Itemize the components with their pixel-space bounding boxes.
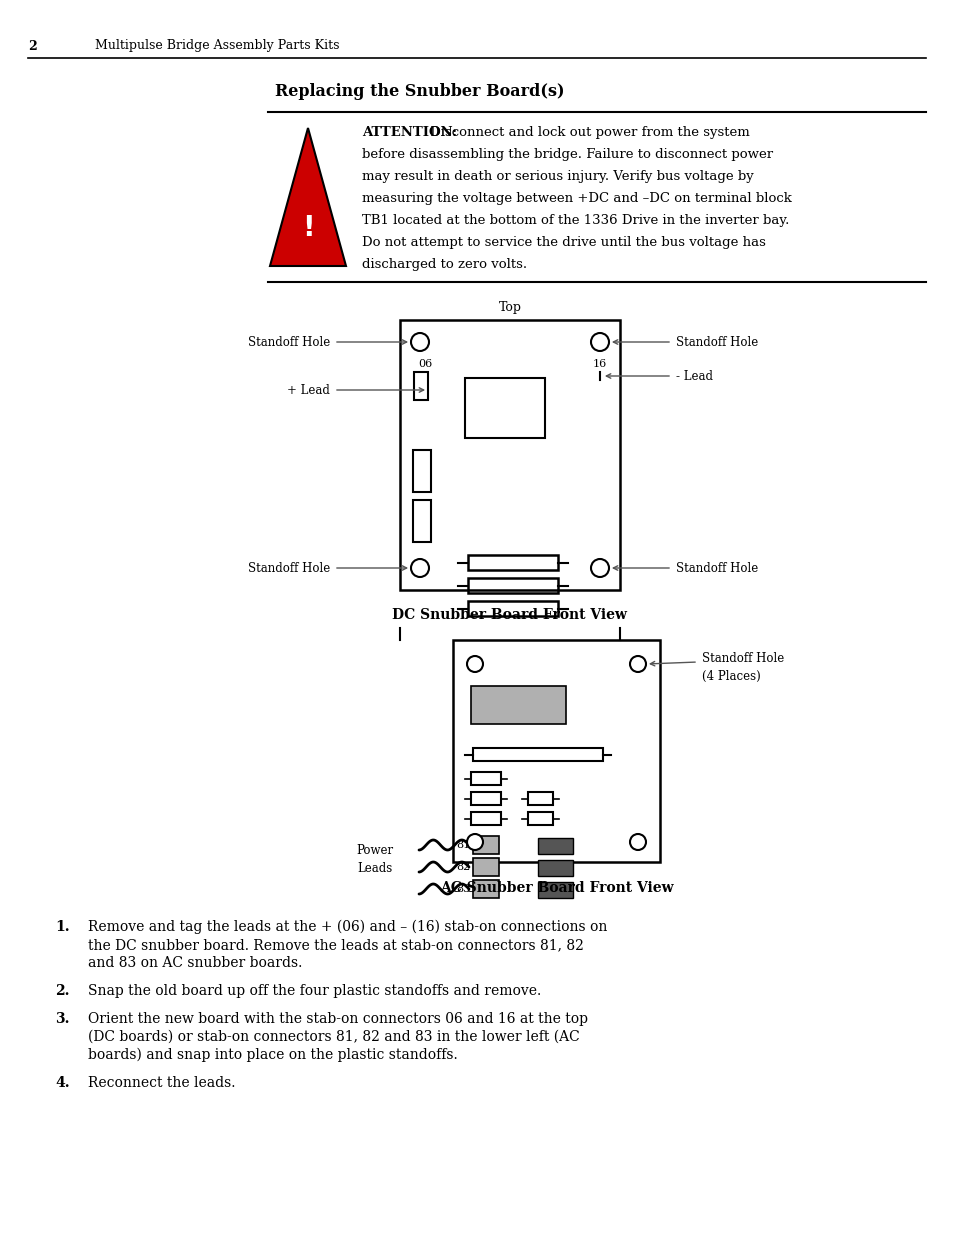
Text: Standoff Hole: Standoff Hole — [676, 336, 758, 348]
Bar — [468, 601, 558, 616]
Text: boards) and snap into place on the plastic standoffs.: boards) and snap into place on the plast… — [88, 1049, 457, 1062]
Text: discharged to zero volts.: discharged to zero volts. — [361, 258, 527, 270]
Text: 06: 06 — [417, 359, 432, 369]
Text: - Lead: - Lead — [676, 369, 712, 383]
Text: Disconnect and lock out power from the system: Disconnect and lock out power from the s… — [426, 126, 749, 140]
Text: Leads: Leads — [357, 862, 393, 874]
Circle shape — [411, 559, 429, 577]
Bar — [527, 811, 553, 825]
Text: + Lead: + Lead — [287, 384, 330, 396]
Text: before disassembling the bridge. Failure to disconnect power: before disassembling the bridge. Failure… — [361, 148, 772, 161]
Bar — [471, 772, 500, 785]
Text: 3.: 3. — [55, 1011, 70, 1026]
Text: 2.: 2. — [55, 984, 70, 998]
Text: Multipulse Bridge Assembly Parts Kits: Multipulse Bridge Assembly Parts Kits — [95, 40, 339, 53]
Text: TB1 located at the bottom of the 1336 Drive in the inverter bay.: TB1 located at the bottom of the 1336 Dr… — [361, 214, 788, 227]
Bar — [527, 792, 553, 805]
Text: Standoff Hole: Standoff Hole — [676, 562, 758, 574]
Text: 4.: 4. — [55, 1076, 70, 1091]
Bar — [399, 320, 619, 590]
Bar — [473, 858, 498, 876]
Text: 16: 16 — [592, 359, 606, 369]
Circle shape — [590, 333, 608, 351]
Text: and 83 on AC snubber boards.: and 83 on AC snubber boards. — [88, 956, 302, 969]
Text: 82: 82 — [456, 862, 471, 872]
Circle shape — [590, 559, 608, 577]
Text: DC Snubber Board Front View: DC Snubber Board Front View — [392, 608, 627, 622]
Text: Remove and tag the leads at the + (06) and – (16) stab-on connections on: Remove and tag the leads at the + (06) a… — [88, 920, 607, 935]
Bar — [453, 640, 659, 862]
Bar — [464, 378, 544, 438]
Circle shape — [467, 656, 482, 672]
Text: Power: Power — [355, 844, 393, 857]
Bar — [473, 748, 602, 761]
Text: the DC snubber board. Remove the leads at stab-on connectors 81, 82: the DC snubber board. Remove the leads a… — [88, 939, 583, 952]
Text: may result in death or serious injury. Verify bus voltage by: may result in death or serious injury. V… — [361, 170, 753, 183]
Text: 81: 81 — [456, 840, 471, 850]
Text: measuring the voltage between +DC and –DC on terminal block: measuring the voltage between +DC and –D… — [361, 191, 791, 205]
Circle shape — [629, 834, 645, 850]
Bar — [468, 555, 558, 571]
Bar — [537, 882, 573, 898]
Bar — [413, 500, 431, 542]
Bar — [473, 836, 498, 853]
Text: !: ! — [301, 214, 314, 242]
Text: (4 Places): (4 Places) — [701, 669, 760, 683]
Text: (DC boards) or stab-on connectors 81, 82 and 83 in the lower left (AC: (DC boards) or stab-on connectors 81, 82… — [88, 1030, 579, 1044]
Bar — [537, 860, 573, 876]
Bar — [471, 792, 500, 805]
Bar — [471, 811, 500, 825]
Circle shape — [467, 834, 482, 850]
Text: Snap the old board up off the four plastic standoffs and remove.: Snap the old board up off the four plast… — [88, 984, 540, 998]
Bar — [537, 839, 573, 853]
Bar — [413, 450, 431, 492]
Text: ATTENTION:: ATTENTION: — [361, 126, 456, 140]
Text: Do not attempt to service the drive until the bus voltage has: Do not attempt to service the drive unti… — [361, 236, 765, 249]
Text: 2: 2 — [28, 40, 37, 53]
Text: 1.: 1. — [55, 920, 70, 934]
Bar — [468, 578, 558, 593]
Text: Standoff Hole: Standoff Hole — [248, 336, 330, 348]
Text: 83: 83 — [456, 884, 471, 894]
Bar — [414, 372, 428, 400]
Bar — [473, 881, 498, 898]
Text: Reconnect the leads.: Reconnect the leads. — [88, 1076, 235, 1091]
Text: AC Snubber Board Front View: AC Snubber Board Front View — [439, 881, 673, 895]
Polygon shape — [270, 128, 346, 266]
Text: Top: Top — [498, 301, 521, 315]
Bar — [471, 685, 565, 724]
Text: Standoff Hole: Standoff Hole — [248, 562, 330, 574]
Text: Orient the new board with the stab-on connectors 06 and 16 at the top: Orient the new board with the stab-on co… — [88, 1011, 587, 1026]
Circle shape — [411, 333, 429, 351]
Text: Replacing the Snubber Board(s): Replacing the Snubber Board(s) — [274, 84, 564, 100]
Text: Standoff Hole: Standoff Hole — [701, 652, 783, 664]
Circle shape — [629, 656, 645, 672]
